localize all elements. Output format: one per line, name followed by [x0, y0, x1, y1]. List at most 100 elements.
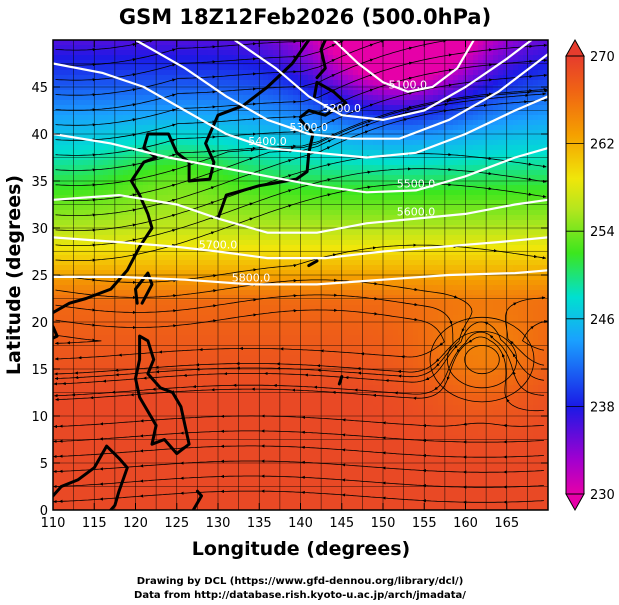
heat-cell: [168, 130, 174, 136]
heat-cell: [163, 425, 169, 431]
heat-cell: [68, 370, 74, 376]
heat-cell: [128, 340, 134, 346]
heat-cell: [98, 310, 104, 316]
heat-cell: [183, 385, 189, 391]
heat-cell: [218, 475, 224, 481]
heat-cell: [163, 195, 169, 201]
heat-cell: [138, 440, 144, 446]
heat-cell: [223, 80, 229, 86]
heat-cell: [233, 255, 239, 261]
heat-cell: [168, 420, 174, 426]
heat-cell: [313, 505, 319, 510]
heat-cell: [163, 445, 169, 451]
heat-cell: [83, 55, 89, 61]
heat-cell: [153, 485, 159, 491]
heat-cell: [123, 305, 129, 311]
heat-cell: [128, 245, 134, 251]
heat-cell: [158, 400, 164, 406]
heat-cell: [253, 385, 259, 391]
heat-cell: [73, 490, 79, 496]
heat-cell: [273, 410, 279, 416]
heat-cell: [128, 175, 134, 181]
heat-cell: [63, 240, 69, 246]
heat-cell: [213, 495, 219, 501]
heat-cell: [93, 500, 99, 506]
heat-cell: [103, 360, 109, 366]
heat-cell: [308, 315, 314, 321]
heat-cell: [193, 150, 199, 156]
heat-cell: [213, 175, 219, 181]
heat-cell: [268, 330, 274, 336]
heat-cell: [278, 395, 284, 401]
heat-cell: [293, 295, 299, 301]
heat-cell: [83, 200, 89, 206]
heat-cell: [213, 210, 219, 216]
heat-cell: [158, 235, 164, 241]
heat-cell: [263, 435, 269, 441]
heat-cell: [88, 115, 94, 121]
heat-cell: [288, 335, 294, 341]
heat-cell: [193, 245, 199, 251]
heat-cell: [178, 55, 184, 61]
heat-cell: [153, 230, 159, 236]
heat-cell: [73, 480, 79, 486]
heat-cell: [253, 240, 259, 246]
heat-cell: [63, 445, 69, 451]
heat-cell: [203, 150, 209, 156]
heat-cell: [288, 110, 294, 116]
heat-cell: [138, 405, 144, 411]
heat-cell: [183, 190, 189, 196]
heat-cell: [158, 55, 164, 61]
heat-cell: [228, 355, 234, 361]
heat-cell: [73, 240, 79, 246]
heat-cell: [273, 450, 279, 456]
heat-cell: [88, 280, 94, 286]
heat-cell: [168, 315, 174, 321]
heat-cell: [83, 450, 89, 456]
heat-cell: [248, 440, 254, 446]
heat-cell: [233, 80, 239, 86]
heat-cell: [118, 220, 124, 226]
heat-cell: [88, 120, 94, 126]
heat-cell: [318, 65, 324, 71]
heat-cell: [228, 380, 234, 386]
heat-cell: [68, 230, 74, 236]
heat-cell: [78, 265, 84, 271]
heat-cell: [313, 320, 319, 326]
heat-cell: [288, 180, 294, 186]
heat-cell: [93, 215, 99, 221]
heat-cell: [103, 310, 109, 316]
heat-cell: [263, 50, 269, 56]
heat-cell: [193, 315, 199, 321]
heat-cell: [158, 505, 164, 510]
heat-cell: [228, 205, 234, 211]
heat-cell: [283, 365, 289, 371]
heat-cell: [63, 105, 69, 111]
heat-cell: [178, 80, 184, 86]
heat-cell: [263, 195, 269, 201]
heat-cell: [293, 90, 299, 96]
heat-cell: [123, 450, 129, 456]
heat-cell: [303, 375, 309, 381]
heat-cell: [278, 150, 284, 156]
heat-cell: [63, 40, 69, 46]
heat-cell: [63, 300, 69, 306]
heat-cell: [148, 470, 154, 476]
heat-cell: [93, 310, 99, 316]
heat-cell: [158, 205, 164, 211]
heat-cell: [253, 400, 259, 406]
heat-cell: [248, 425, 254, 431]
heat-cell: [103, 200, 109, 206]
heat-cell: [283, 425, 289, 431]
heat-cell: [63, 85, 69, 91]
heat-cell: [288, 310, 294, 316]
heat-cell: [53, 295, 59, 301]
heat-cell: [308, 105, 314, 111]
heat-cell: [68, 335, 74, 341]
heat-cell: [223, 500, 229, 506]
heat-cell: [308, 375, 314, 381]
heat-cell: [313, 145, 319, 151]
heat-cell: [223, 485, 229, 491]
heat-cell: [128, 130, 134, 136]
heat-cell: [218, 395, 224, 401]
